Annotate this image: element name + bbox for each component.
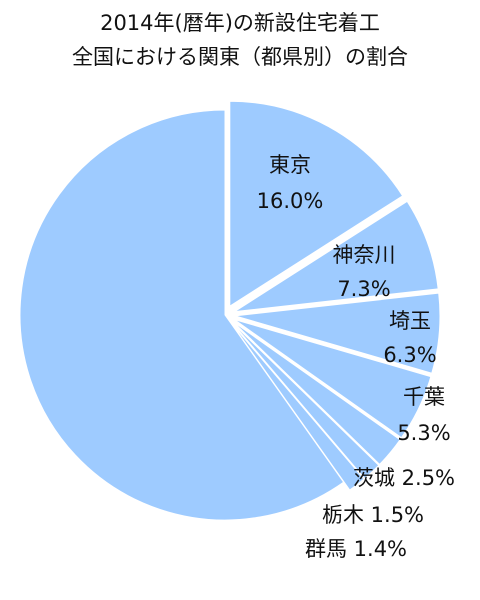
slice-label-name: 東京: [269, 153, 311, 177]
slice-label-value: 6.3%: [383, 343, 436, 367]
chart-title-line-2: 全国における関東（都県別）の割合: [72, 45, 408, 69]
chart-title-line-1: 2014年(暦年)の新設住宅着工: [100, 11, 380, 35]
slice-label: 群馬 1.4%: [305, 537, 407, 561]
pie-slice-埼玉: [234, 292, 441, 374]
slice-label: 茨城 2.5%: [353, 466, 455, 490]
pie-slice-東京: [229, 100, 404, 308]
pie-slice-茨城: [232, 320, 401, 466]
slice-label-name: 千葉: [403, 385, 445, 409]
pie-slice-千葉: [233, 318, 432, 439]
slice-label-value: 5.3%: [397, 421, 450, 445]
pie-slice-群馬: [230, 322, 365, 491]
pie-slice-rest: [19, 109, 345, 521]
slice-label-value: 16.0%: [257, 189, 324, 213]
pie-slice-神奈川: [234, 200, 439, 313]
slice-label-name: 神奈川: [333, 243, 396, 267]
slice-label-value: 7.3%: [337, 277, 390, 301]
slice-label: 栃木 1.5%: [322, 503, 424, 527]
pie-slice-栃木: [231, 321, 380, 480]
slice-label-name: 埼玉: [389, 309, 431, 333]
